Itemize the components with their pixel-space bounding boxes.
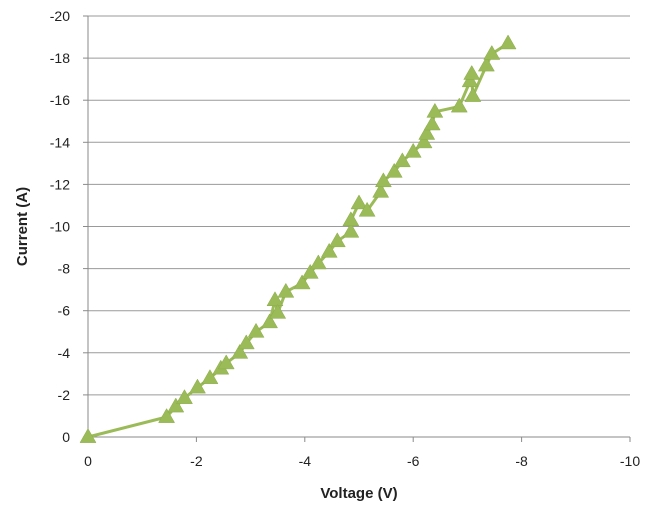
y-tick-label: -18 [50, 50, 70, 66]
x-tick-label: -4 [299, 453, 312, 469]
data-point [261, 313, 279, 329]
y-tick-label: 0 [62, 429, 70, 445]
data-point [426, 102, 444, 118]
data-point [358, 201, 376, 217]
x-tick-label: 0 [84, 453, 92, 469]
y-tick-label: -4 [58, 345, 71, 361]
data-point [477, 56, 495, 72]
data-point [342, 222, 360, 238]
data-point [79, 428, 97, 443]
data-point [269, 303, 287, 319]
gridlines [88, 15, 630, 396]
data-point [393, 152, 411, 168]
data-point [415, 133, 433, 149]
data-point [277, 282, 295, 298]
data-point [320, 242, 338, 258]
data-point [423, 115, 441, 131]
data-point [404, 142, 422, 158]
data-point [247, 322, 265, 338]
x-tick-labels: 0 -2 -4 -6 -8 -10 [84, 453, 640, 469]
y-tick-label: -2 [58, 387, 71, 403]
data-point [201, 369, 219, 384]
y-tick-label: -14 [50, 134, 70, 150]
data-point [342, 211, 360, 227]
data-point [463, 64, 481, 80]
data-point [167, 397, 185, 413]
y-tick-label: -20 [50, 8, 70, 24]
x-tick-label: -10 [620, 453, 640, 469]
data-point [217, 354, 235, 370]
data-point [483, 44, 501, 60]
y-tick-labels: 0 -2 -4 -6 -8 -10 -12 -14 -16 -18 -20 [50, 8, 70, 445]
data-point [189, 378, 206, 394]
data-point [461, 72, 479, 88]
data-point [385, 162, 403, 178]
data-point [499, 34, 517, 50]
x-axis-title: Voltage (V) [320, 485, 397, 502]
data-point [301, 263, 319, 279]
data-point [237, 334, 255, 350]
y-tick-label: -12 [50, 176, 70, 192]
data-point [464, 87, 482, 102]
x-tick-label: -2 [190, 453, 203, 469]
data-point [309, 254, 327, 270]
data-point [372, 182, 390, 198]
data-point [450, 97, 468, 113]
x-tick-label: -8 [515, 453, 528, 469]
data-point [266, 291, 284, 307]
axes [83, 15, 631, 442]
data-point [231, 343, 249, 359]
y-tick-label: -6 [58, 303, 71, 319]
data-point [350, 194, 368, 210]
series [79, 34, 517, 443]
y-tick-label: -10 [50, 219, 70, 235]
x-tick-label: -6 [407, 453, 420, 469]
y-tick-label: -16 [50, 92, 70, 108]
data-point [158, 408, 176, 423]
data-point [293, 274, 311, 290]
y-tick-label: -8 [58, 261, 71, 277]
series-line [87, 42, 509, 439]
data-point [328, 232, 346, 248]
data-point [418, 124, 436, 140]
data-point [374, 172, 392, 188]
y-axis-title: Current (A) [14, 187, 31, 266]
data-point [176, 389, 193, 404]
